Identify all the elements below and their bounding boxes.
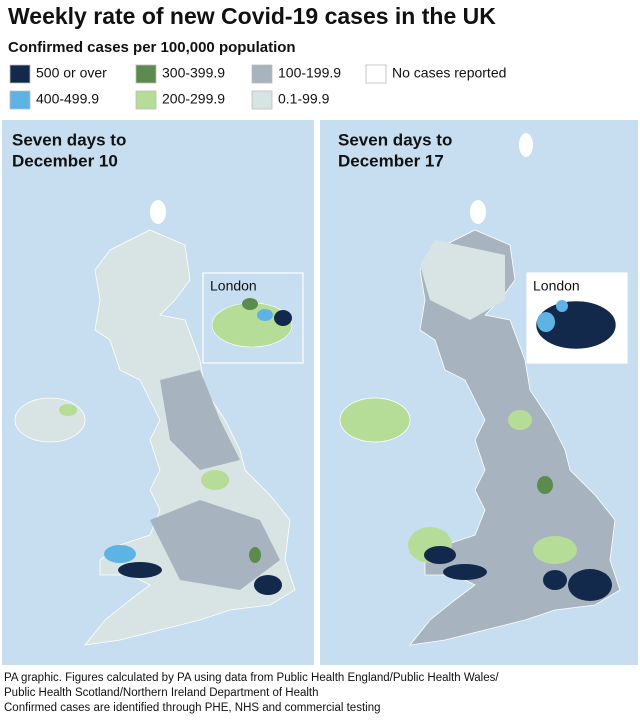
legend-swatch <box>9 64 31 84</box>
legend-label: 0.1-99.9 <box>278 91 330 107</box>
legend-swatch <box>365 64 387 84</box>
legend-swatch <box>251 90 273 110</box>
legend-swatch <box>135 64 157 84</box>
legend-label: No cases reported <box>392 65 506 81</box>
panel-title: Seven days to <box>338 130 452 149</box>
footer-line: PA graphic. Figures calculated by PA usi… <box>4 672 499 684</box>
inset-label: London <box>533 278 580 294</box>
panel-title: December 17 <box>338 151 444 170</box>
legend-swatch <box>251 64 273 84</box>
subtitle: Confirmed cases per 100,000 population <box>8 39 296 56</box>
footer-line: Public Health Scotland/Northern Ireland … <box>4 687 319 699</box>
legend-label: 400-499.9 <box>36 91 99 107</box>
legend-label: 500 or over <box>36 65 107 81</box>
panel-title: Seven days to <box>12 130 126 149</box>
legend-label: 300-399.9 <box>162 65 225 81</box>
legend-label: 200-299.9 <box>162 91 225 107</box>
footer-line: Confirmed cases are identified through P… <box>4 702 380 714</box>
legend-swatch <box>135 90 157 110</box>
map-panel: Seven days to December 17 London <box>320 120 638 665</box>
inset-label: London <box>210 278 257 294</box>
panel-title: December 10 <box>12 151 118 170</box>
legend-swatch <box>9 90 31 110</box>
legend-label: 100-199.9 <box>278 65 341 81</box>
legend: 500 or over 400-499.9 300-399.9 200-299.9 10… <box>9 64 506 110</box>
title: Weekly rate of new Covid-19 cases in the… <box>8 3 496 29</box>
map-panel: Seven days to December 10 London <box>2 120 314 665</box>
